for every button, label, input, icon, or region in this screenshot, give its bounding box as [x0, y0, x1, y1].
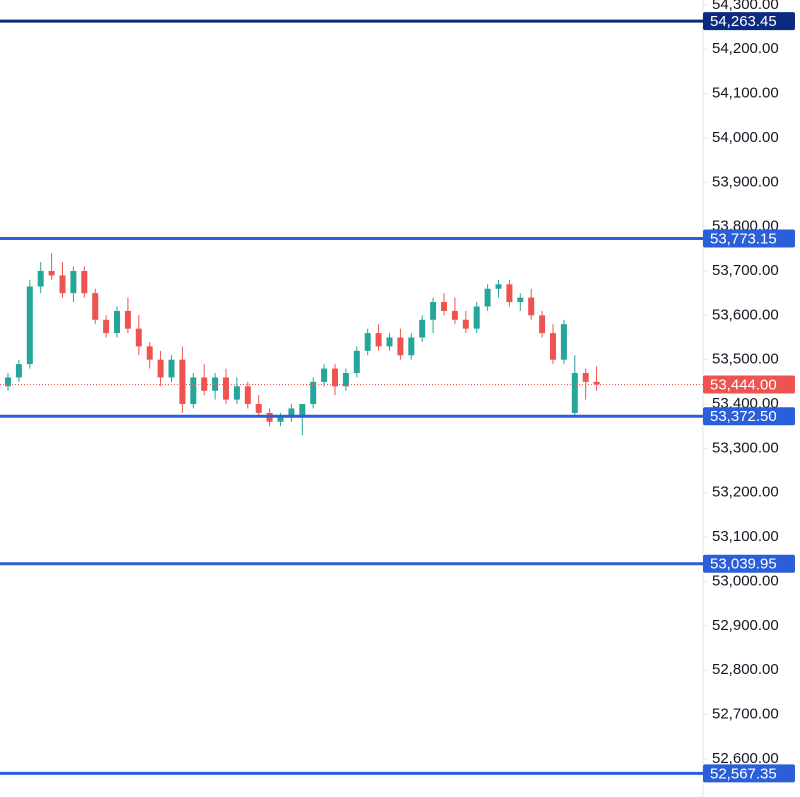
candle-body [560, 324, 567, 360]
level-label: 53,039.95 [710, 556, 777, 573]
candle-body [310, 381, 317, 405]
candle-body [114, 310, 120, 334]
candle-body [48, 270, 55, 276]
y-tick-label: 53,200.00 [712, 484, 779, 501]
candle-body [124, 310, 131, 329]
y-tick-label: 53,600.00 [712, 306, 779, 323]
candle-body [473, 306, 480, 329]
candle-body [92, 293, 99, 320]
candle-body [375, 333, 382, 347]
y-tick-label: 53,000.00 [712, 572, 779, 589]
candle-body [430, 302, 437, 320]
y-tick-label: 53,100.00 [712, 528, 779, 545]
candle-body [593, 381, 600, 385]
y-tick-label: 54,300.00 [712, 0, 779, 13]
candle-body [321, 368, 328, 382]
candle-body [582, 372, 589, 382]
y-tick-label: 52,600.00 [712, 750, 779, 767]
level-label: 53,372.50 [710, 408, 777, 425]
candle-body [168, 359, 175, 378]
level-box [703, 229, 795, 248]
candle-body [190, 377, 197, 405]
level-label: 54,263.45 [710, 13, 777, 30]
y-tick-label: 52,900.00 [712, 617, 779, 634]
candle-body [397, 337, 404, 356]
candle-body [408, 337, 415, 356]
y-tick-label: 54,200.00 [712, 40, 779, 57]
candle-body [495, 284, 502, 289]
candle-body [539, 315, 546, 334]
candle-body [244, 386, 251, 405]
candle-body [299, 404, 306, 418]
level-label: 53,773.15 [710, 231, 777, 248]
candle-body [15, 364, 22, 378]
candle-body [364, 333, 371, 351]
candle-body [353, 350, 360, 373]
y-tick-label: 52,700.00 [712, 705, 779, 722]
candle-body [550, 333, 556, 360]
y-tick-label: 53,300.00 [712, 439, 779, 456]
y-tick-label: 53,500.00 [712, 351, 779, 368]
candle-body [484, 288, 491, 307]
y-tick-label: 53,900.00 [712, 173, 779, 190]
candle-body [506, 284, 513, 303]
candle-body [288, 408, 295, 418]
candle-body [528, 297, 535, 316]
level-box [703, 407, 795, 426]
y-tick-label: 54,000.00 [712, 129, 779, 146]
candle-body [135, 328, 142, 347]
candle-body [5, 377, 11, 387]
candle-body [37, 270, 44, 287]
candle-body [59, 275, 66, 294]
candle-body [157, 359, 164, 378]
candle-body [223, 377, 229, 400]
candle-body [451, 310, 458, 320]
candle-body [212, 377, 219, 391]
candle-body [441, 302, 447, 311]
candle-body [277, 417, 284, 422]
candle-body [233, 386, 240, 400]
last-price-label: 53,444.00 [710, 376, 777, 393]
candle-body [517, 297, 524, 303]
candle-body [386, 337, 393, 347]
candle-body [255, 404, 262, 413]
candle-body [81, 270, 88, 294]
y-tick-label: 52,800.00 [712, 661, 779, 678]
level-box [703, 554, 795, 573]
candle-body [70, 270, 77, 294]
candle-body [332, 368, 338, 387]
last-price-box [703, 375, 795, 394]
candle-body [342, 372, 349, 387]
candle-body [571, 372, 578, 413]
candle-body [146, 346, 153, 360]
level-box [703, 12, 795, 31]
candle-body [419, 319, 426, 338]
y-tick-label: 54,100.00 [712, 85, 779, 102]
candle-body [179, 359, 186, 405]
candle-body [103, 319, 110, 334]
candle-body [462, 319, 469, 329]
y-tick-label: 53,700.00 [712, 262, 779, 279]
level-label: 52,567.35 [710, 765, 777, 782]
level-box [703, 764, 795, 783]
candle-body [26, 286, 33, 365]
